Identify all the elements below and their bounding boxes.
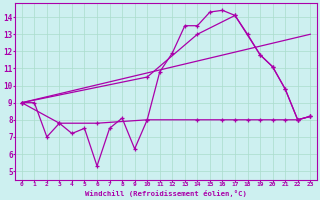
X-axis label: Windchill (Refroidissement éolien,°C): Windchill (Refroidissement éolien,°C) [85,190,247,197]
